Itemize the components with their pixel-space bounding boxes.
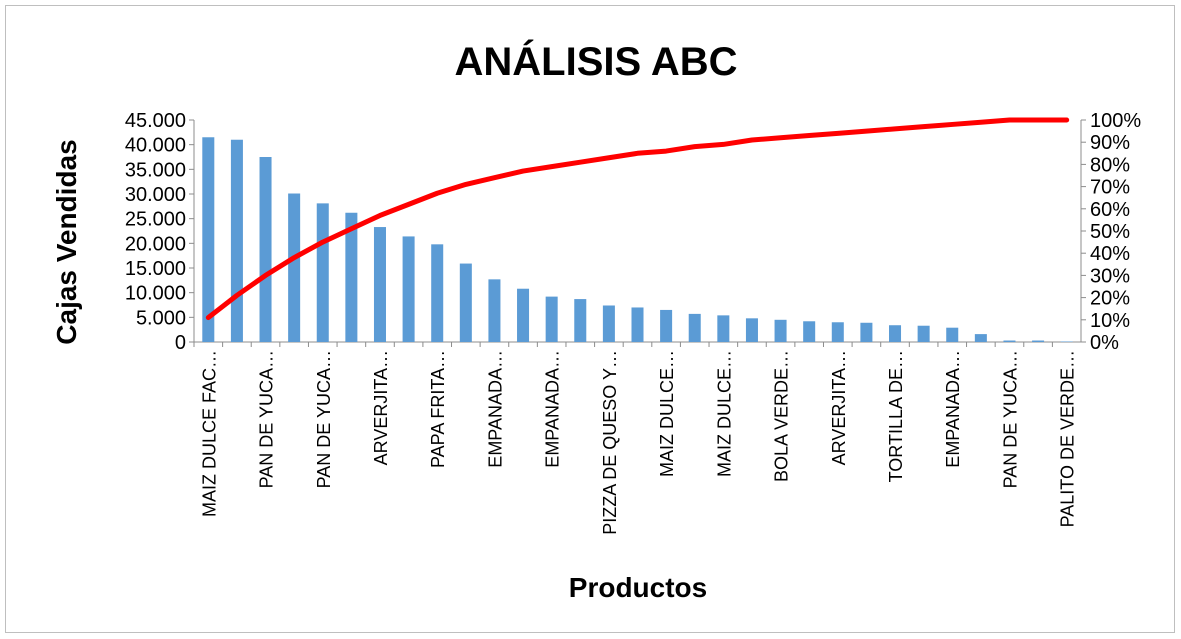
bar xyxy=(717,315,730,342)
bar xyxy=(688,313,701,342)
bar xyxy=(660,309,673,342)
y2-tick-label: 80% xyxy=(1090,154,1130,176)
y-tick-label: 25.000 xyxy=(125,209,186,231)
y-tick-label: 15.000 xyxy=(125,258,186,280)
category-labels: MAIZ DULCE FAC… PAN DE YUCA… PAN DE YUCA… A… xyxy=(199,350,1077,535)
bar xyxy=(402,236,415,342)
y-tick-label: 45.000 xyxy=(125,110,186,132)
bar xyxy=(803,321,816,342)
bar xyxy=(774,319,787,342)
y2-tick-label: 50% xyxy=(1090,221,1130,243)
bar xyxy=(917,325,930,342)
bar xyxy=(288,193,301,342)
category-label: ARVERJITA… xyxy=(829,350,849,465)
bar xyxy=(946,327,959,342)
y-tick-label: 30.000 xyxy=(125,184,186,206)
category-label: PALITO DE VERDE… xyxy=(1058,350,1078,527)
bar xyxy=(545,296,558,342)
bar xyxy=(373,227,386,342)
bar xyxy=(202,137,215,342)
bar xyxy=(745,318,758,342)
bar xyxy=(631,307,644,342)
category-label: MAIZ DULCE FAC… xyxy=(199,350,219,517)
category-label: TORTILLA DE… xyxy=(886,350,906,482)
bar xyxy=(488,279,501,342)
y-tick-label: 10.000 xyxy=(125,283,186,305)
bar xyxy=(831,322,844,342)
y2-tick-label: 30% xyxy=(1090,265,1130,287)
category-label: BOLA VERDE… xyxy=(772,350,792,482)
x-axis-title: Productos xyxy=(569,572,707,603)
category-label: PAPA FRITA… xyxy=(428,350,448,468)
category-label: PAN DE YUCA… xyxy=(1000,350,1020,488)
category-label: PIZZA DE QUESO Y… xyxy=(600,350,620,535)
y-tick-label: 40.000 xyxy=(125,135,186,157)
y2-tick-label: 20% xyxy=(1090,288,1130,310)
y-tick-label: 20.000 xyxy=(125,233,186,255)
category-label: EMPANADA… xyxy=(943,350,963,468)
y2-tick-label: 0% xyxy=(1090,332,1119,354)
chart-title: ANÁLISIS ABC xyxy=(455,39,738,84)
y2-tick-label: 100% xyxy=(1090,110,1141,132)
category-label: MAIZ DULCE… xyxy=(657,350,677,477)
y-axis-title: Cajas Vendidas xyxy=(51,139,82,344)
bars xyxy=(202,137,1073,342)
category-label: PAN DE YUCA… xyxy=(314,350,334,488)
bar xyxy=(259,157,272,342)
bar xyxy=(574,299,587,342)
bar xyxy=(431,244,444,342)
bar xyxy=(860,322,873,342)
y-tick-label: 0 xyxy=(175,332,186,354)
chart-area xyxy=(5,5,1175,633)
cumulative-percent-line xyxy=(205,117,1070,321)
bar xyxy=(974,334,987,342)
y2-tick-label: 70% xyxy=(1090,177,1130,199)
bar xyxy=(889,325,902,342)
y-tick-label: 35.000 xyxy=(125,159,186,181)
category-label: MAIZ DULCE… xyxy=(714,350,734,477)
bar xyxy=(602,305,615,342)
category-label: EMPANADA… xyxy=(543,350,563,468)
bar xyxy=(459,263,472,342)
y2-tick-label: 90% xyxy=(1090,132,1130,154)
y2-tick-label: 60% xyxy=(1090,199,1130,221)
y-tick-label: 5.000 xyxy=(136,307,186,329)
cumulative-line xyxy=(205,117,1070,321)
category-label: PAN DE YUCA… xyxy=(257,350,277,488)
bar xyxy=(517,288,530,342)
y2-tick-label: 40% xyxy=(1090,243,1130,265)
bar xyxy=(1003,340,1016,342)
bar xyxy=(345,212,358,342)
category-label: ARVERJITA… xyxy=(371,350,391,465)
category-label: EMPANADA… xyxy=(485,350,505,468)
bar xyxy=(316,203,329,342)
bar xyxy=(1032,340,1045,342)
y2-tick-label: 10% xyxy=(1090,310,1130,332)
bar xyxy=(230,139,243,342)
